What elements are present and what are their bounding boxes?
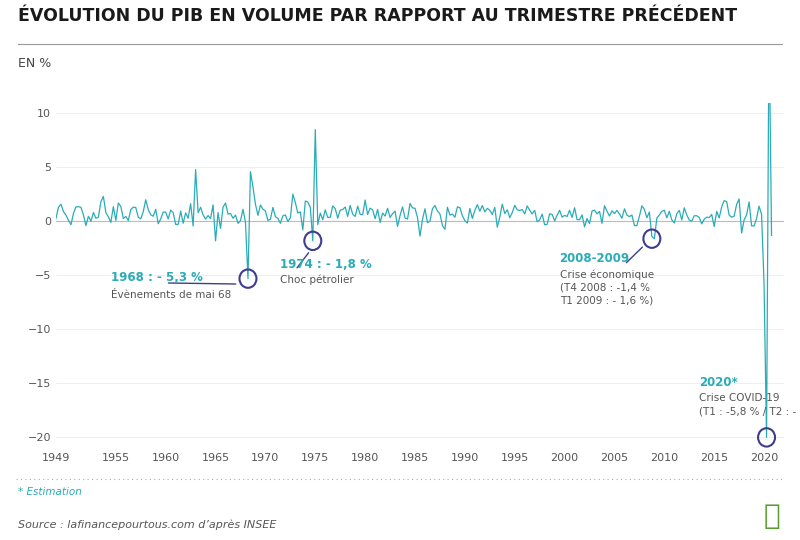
Text: 1974 : - 1,8 %: 1974 : - 1,8 %	[280, 258, 372, 271]
Text: (T4 2008 : -1,4 %: (T4 2008 : -1,4 %	[560, 282, 650, 293]
Text: 1968 : - 5,3 %: 1968 : - 5,3 %	[111, 271, 202, 284]
Text: 🌳: 🌳	[763, 502, 780, 530]
Text: Source : lafinancepourtous.com d’après INSEE: Source : lafinancepourtous.com d’après I…	[18, 519, 276, 530]
Text: Crise économique: Crise économique	[560, 269, 654, 280]
Text: Choc pétrolier: Choc pétrolier	[280, 274, 354, 285]
Text: * Estimation: * Estimation	[18, 487, 82, 497]
Text: ÉVOLUTION DU PIB EN VOLUME PAR RAPPORT AU TRIMESTRE PRÉCÉDENT: ÉVOLUTION DU PIB EN VOLUME PAR RAPPORT A…	[18, 8, 737, 25]
Text: 2020*: 2020*	[699, 375, 738, 389]
Text: Évènements de mai 68: Évènements de mai 68	[111, 290, 231, 300]
Text: T1 2009 : - 1,6 %): T1 2009 : - 1,6 %)	[560, 295, 653, 306]
Text: EN %: EN %	[18, 57, 51, 70]
Text: 2008-2009: 2008-2009	[560, 252, 630, 266]
Text: (T1 : -5,8 % / T2 : - 20 %): (T1 : -5,8 % / T2 : - 20 %)	[699, 407, 800, 417]
Text: Crise COVID-19: Crise COVID-19	[699, 393, 780, 403]
